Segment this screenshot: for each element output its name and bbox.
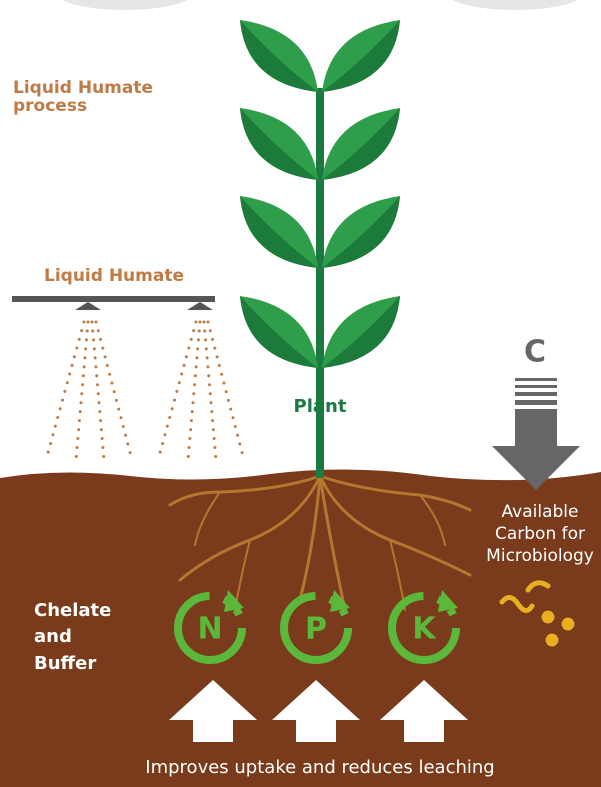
- carbon-label: Available: [502, 502, 579, 522]
- carbon-arrow: [492, 378, 580, 490]
- nutrient: K: [412, 612, 437, 647]
- nutrient: N: [197, 612, 222, 647]
- carbon-label: Carbon for: [495, 524, 585, 544]
- nutrient: P: [305, 612, 327, 647]
- title-line: Liquid Humate: [13, 78, 153, 98]
- carbon-symbol: C: [524, 335, 546, 370]
- cloud: [55, 0, 195, 10]
- title-line: process: [13, 96, 87, 116]
- soil-label: Buffer: [34, 653, 96, 674]
- carbon-label: Microbiology: [486, 546, 594, 566]
- diagram: Liquid Humate process Liquid Humate: [0, 0, 601, 787]
- sprayer-label: Liquid Humate: [44, 266, 184, 286]
- plant-label: Plant: [294, 396, 347, 417]
- soil-label: and: [34, 626, 72, 647]
- soil-label: Chelate: [34, 600, 111, 621]
- footer: Improves uptake and reduces leaching: [145, 757, 494, 778]
- sprayer: [12, 296, 244, 460]
- cloud: [445, 0, 585, 10]
